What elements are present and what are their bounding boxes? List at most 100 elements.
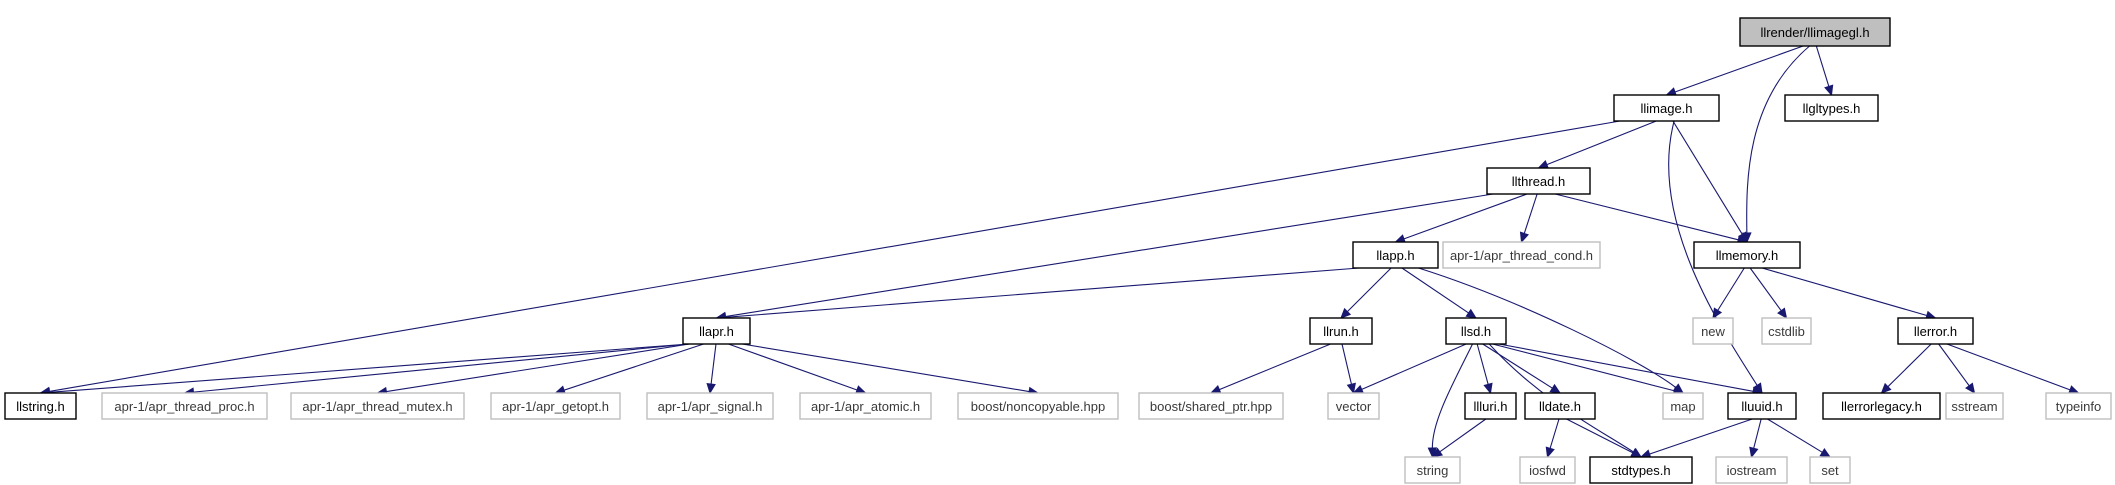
edge-line xyxy=(1717,267,1745,311)
edge-line xyxy=(1431,343,1474,449)
node-box xyxy=(1739,17,1891,47)
edge-llimage-h-to-llthread-h xyxy=(1537,120,1657,169)
node-box xyxy=(1445,317,1507,345)
node-box xyxy=(2045,392,2112,420)
node-llthread-h[interactable]: llthread.h xyxy=(1486,167,1591,195)
node-label: boost/noncopyable.hpp xyxy=(971,399,1105,414)
edge-line xyxy=(1546,120,1657,166)
edge-arrowhead xyxy=(1824,84,1834,97)
edge-line xyxy=(725,193,1494,318)
node-label: llapr.h xyxy=(699,324,734,339)
node-box xyxy=(1809,456,1851,484)
edge-llapr-h-to-apr-1-apr-atomic-h xyxy=(728,343,867,395)
edge-line xyxy=(1401,267,1469,314)
node-label: stdtypes.h xyxy=(1611,463,1670,478)
node-label: new xyxy=(1701,324,1725,339)
edge-arrowhead xyxy=(1630,448,1643,458)
edge-line xyxy=(1746,45,1810,234)
node-label: llerrorlegacy.h xyxy=(1841,399,1922,414)
node-label: llrender/llimagegl.h xyxy=(1760,25,1869,40)
node-apr-1-apr-getopt-h: apr-1/apr_getopt.h xyxy=(490,392,621,420)
edge-llsd-h-to-lldate-h xyxy=(1482,343,1562,394)
edge-llerror-h-to-typeinfo xyxy=(1946,343,2080,395)
node-label: apr-1/apr_thread_proc.h xyxy=(114,399,254,414)
edge-arrowhead xyxy=(1712,307,1723,320)
edge-line xyxy=(49,120,1621,393)
edge-arrowhead xyxy=(1209,384,1222,394)
edge-line xyxy=(1649,418,1753,455)
node-label: apr-1/apr_getopt.h xyxy=(502,399,609,414)
node-map: map xyxy=(1662,392,1704,420)
node-llluri-h[interactable]: llluri.h xyxy=(1464,392,1517,420)
node-label: llgltypes.h xyxy=(1803,101,1861,116)
node-box xyxy=(1761,317,1812,345)
edge-line xyxy=(1439,418,1487,453)
edge-line xyxy=(1946,343,2071,391)
node-box xyxy=(290,392,465,420)
node-label: iosfwd xyxy=(1529,463,1566,478)
node-label: apr-1/apr_signal.h xyxy=(658,399,763,414)
node-box xyxy=(1404,456,1461,484)
node-boost-shared-ptr-hpp: boost/shared_ptr.hpp xyxy=(1138,392,1284,420)
edge-arrowhead xyxy=(1427,447,1438,459)
node-label: llstring.h xyxy=(16,399,64,414)
node-stdtypes-h[interactable]: stdtypes.h xyxy=(1589,456,1693,484)
node-box xyxy=(682,317,751,345)
node-box xyxy=(646,392,774,420)
edge-line xyxy=(1555,193,1739,241)
edge-lluuid-h-to-set xyxy=(1767,418,1832,458)
edge-llapp-h-to-llapr-h xyxy=(715,267,1360,323)
node-box xyxy=(1138,392,1284,420)
edge-line xyxy=(1403,193,1528,240)
edge-llapr-h-to-apr-1-apr-thread-proc-h xyxy=(183,343,690,397)
edge-llerror-h-to-llerrorlegacy-h xyxy=(1880,343,1932,394)
edge-arrowhead xyxy=(1819,447,1832,458)
edge-llsd-h-to-lluuid-h xyxy=(1498,343,1764,396)
edge-line xyxy=(1887,343,1932,388)
node-label: vector xyxy=(1336,399,1372,414)
edge-llerror-h-to-sstream xyxy=(1938,343,1976,394)
edge-llrun-h-to-vector xyxy=(1341,343,1356,395)
node-llimage-h[interactable]: llimage.h xyxy=(1613,94,1720,122)
node-box xyxy=(1327,392,1380,420)
edge-line xyxy=(1767,418,1823,453)
edge-arrowhead xyxy=(1465,308,1478,319)
node-llmemory-h[interactable]: llmemory.h xyxy=(1693,241,1801,269)
edge-line xyxy=(725,267,1360,318)
node-lldate-h[interactable]: lldate.h xyxy=(1524,392,1596,420)
edge-llrun-h-to-boost-shared-ptr-hpp xyxy=(1209,343,1331,394)
node-boost-noncopyable-hpp: boost/noncopyable.hpp xyxy=(957,392,1119,420)
node-lluuid-h[interactable]: lluuid.h xyxy=(1727,392,1797,420)
edge-line xyxy=(1361,343,1467,390)
node-llapp-h[interactable]: llapp.h xyxy=(1352,241,1439,269)
node-label: lluuid.h xyxy=(1741,399,1782,414)
edge-line xyxy=(193,343,690,393)
node-llsd-h[interactable]: llsd.h xyxy=(1445,317,1507,345)
node-llrender-llimagegl-h[interactable]: llrender/llimagegl.h xyxy=(1739,17,1891,47)
node-label: llluri.h xyxy=(1474,399,1508,414)
node-llapr-h[interactable]: llapr.h xyxy=(682,317,751,345)
node-box xyxy=(1309,317,1373,345)
edge-llapr-h-to-boost-noncopyable-hpp xyxy=(742,343,1040,397)
edge-line xyxy=(1938,343,1970,387)
edge-llsd-h-to-map xyxy=(1492,343,1685,396)
node-llgltypes-h[interactable]: llgltypes.h xyxy=(1784,94,1879,122)
edge-arrowhead xyxy=(1346,382,1356,395)
node-label: map xyxy=(1670,399,1695,414)
node-label: iostream xyxy=(1727,463,1777,478)
edge-line xyxy=(1672,120,1743,235)
edge-llapr-h-to-apr-1-apr-signal-h xyxy=(706,343,717,395)
node-llstring-h[interactable]: llstring.h xyxy=(4,392,77,420)
edge-llrender-llimagegl-h-to-llmemory-h xyxy=(1742,45,1810,244)
edge-line xyxy=(1476,343,1489,385)
edge-llapp-h-to-llrun-h xyxy=(1340,267,1392,319)
edge-line xyxy=(1219,343,1331,391)
edge-line xyxy=(1523,193,1538,234)
edge-arrowhead xyxy=(1749,446,1759,459)
node-label: llsd.h xyxy=(1461,324,1491,339)
node-llerror-h[interactable]: llerror.h xyxy=(1897,317,1974,345)
node-llerrorlegacy-h[interactable]: llerrorlegacy.h xyxy=(1822,392,1941,420)
node-apr-1-apr-thread-proc-h: apr-1/apr_thread_proc.h xyxy=(101,392,268,420)
node-llrun-h[interactable]: llrun.h xyxy=(1309,317,1373,345)
